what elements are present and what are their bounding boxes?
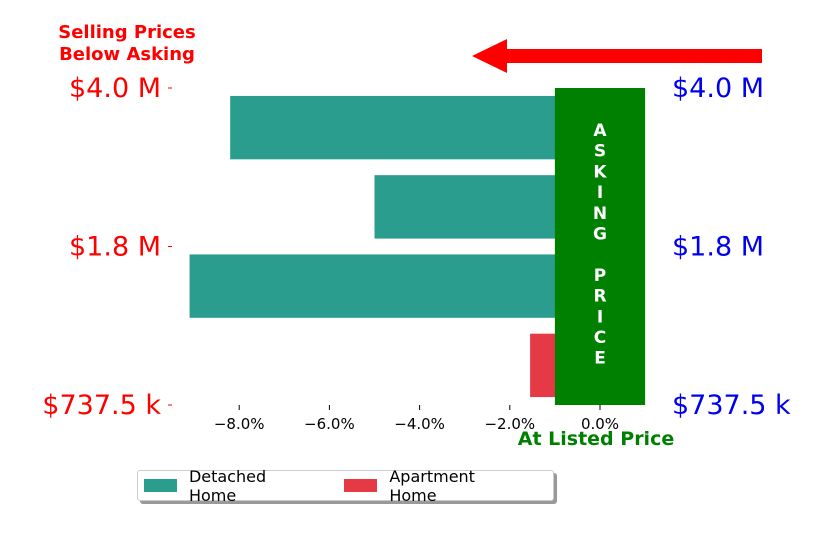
right-tick-label: $737.5 k — [672, 390, 791, 421]
arrow-shaft — [505, 49, 762, 63]
x-axis-label: At Listed Price — [518, 428, 674, 450]
band-letter: A — [593, 121, 607, 141]
bar-detached-home-2 — [189, 254, 600, 318]
band-letter: P — [594, 266, 606, 286]
right-tick-label: $4.0 M — [672, 73, 764, 104]
bars-layer — [189, 95, 600, 398]
legend-swatch-detached — [144, 479, 177, 492]
left-tick-label: $737.5 k — [42, 390, 161, 421]
band-letter: N — [593, 204, 607, 224]
band-letter: S — [594, 142, 606, 162]
band-letter: R — [593, 287, 606, 307]
asking-price-band — [554, 88, 646, 405]
left-tick-label: $4.0 M — [69, 73, 161, 104]
legend: Detached Home Apartment Home — [137, 467, 554, 505]
x-tick-label: 0.0% — [581, 415, 619, 433]
left-price-tick-labels: $4.0 M $1.8 M $737.5 k — [42, 73, 172, 421]
chart-title-line: Below Asking — [59, 44, 195, 65]
bar-detached-home-0 — [230, 95, 600, 160]
legend-label-detached: Detached Home — [188, 466, 267, 505]
band-letter: C — [594, 328, 606, 348]
x-tick-label: −2.0% — [484, 415, 535, 433]
legend-item-detached: Detached Home — [144, 467, 314, 505]
below-asking-arrow — [472, 39, 762, 73]
arrow-head — [472, 39, 507, 73]
x-tick-label: −8.0% — [214, 415, 265, 433]
legend-swatch-apartment — [344, 479, 378, 492]
x-tick-label: −6.0% — [304, 415, 355, 433]
chart-title-line: Selling Prices — [58, 22, 195, 43]
legend-label-apartment: Apartment Home — [389, 466, 475, 505]
band-letter: K — [593, 162, 607, 182]
legend-item-apartment: Apartment Home — [344, 467, 523, 505]
right-price-tick-labels: $4.0 M $1.8 M $737.5 k — [672, 73, 791, 421]
band-letter: I — [597, 183, 603, 203]
band-letter: G — [593, 225, 607, 245]
left-tick-label: $1.8 M — [69, 232, 161, 263]
x-tick-label: −4.0% — [394, 415, 445, 433]
x-axis: −8.0% −6.0% −4.0% −2.0% 0.0% — [214, 405, 619, 433]
band-letter: I — [597, 307, 603, 327]
band-letter: E — [594, 349, 606, 369]
right-tick-label: $1.8 M — [672, 232, 764, 263]
